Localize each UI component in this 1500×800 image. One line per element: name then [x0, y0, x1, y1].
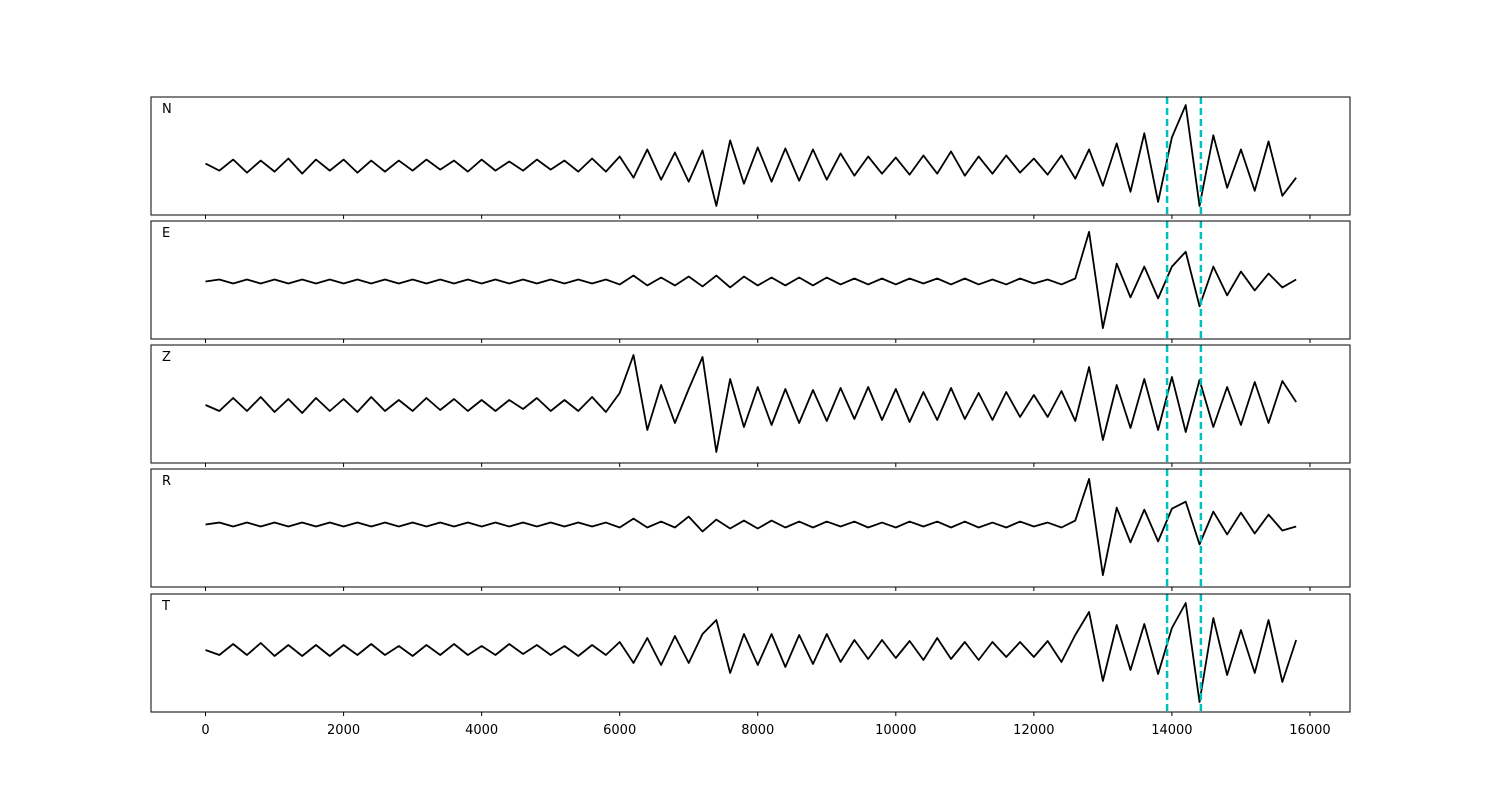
x-tick-label: 10000 [875, 723, 916, 738]
waveform [205, 231, 1297, 329]
waveform [205, 478, 1297, 576]
panel-label: N [162, 102, 172, 117]
panel-label: T [161, 599, 170, 614]
x-tick-label: 0 [201, 723, 209, 738]
x-tick-label: 4000 [465, 723, 498, 738]
panel-label: Z [162, 350, 171, 365]
panel-label: R [162, 474, 171, 489]
waveform [205, 354, 1297, 453]
panel-label: E [162, 226, 170, 241]
panel-frame [150, 96, 1351, 216]
panel-frame [150, 344, 1351, 464]
x-tick-label: 14000 [1151, 723, 1192, 738]
x-tick-label: 16000 [1289, 723, 1330, 738]
panel-frame [150, 220, 1351, 340]
x-tick-label: 2000 [327, 723, 360, 738]
waveform [205, 104, 1297, 207]
panel-frame [150, 593, 1351, 713]
x-tick-label: 6000 [603, 723, 636, 738]
x-tick-label: 12000 [1013, 723, 1054, 738]
panel-frame [150, 468, 1351, 588]
x-tick-label: 8000 [741, 723, 774, 738]
waveform [205, 602, 1298, 703]
